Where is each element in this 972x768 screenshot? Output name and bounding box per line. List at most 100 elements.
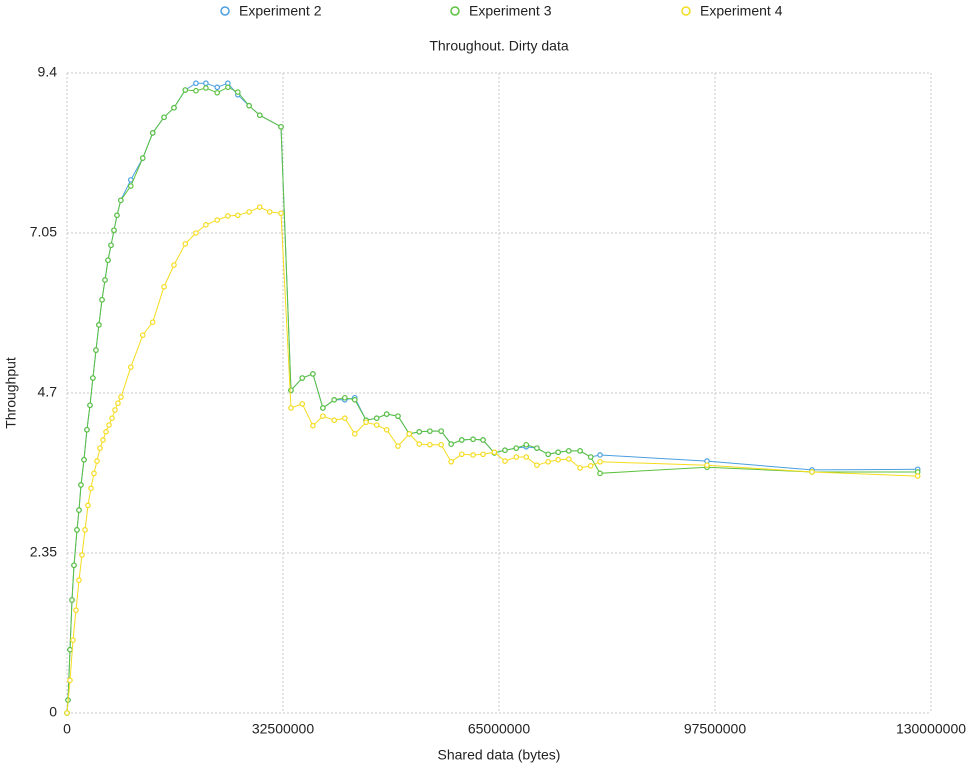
y-axis-label: Throughput <box>3 357 19 429</box>
data-point <box>809 469 815 475</box>
data-point <box>203 80 209 87</box>
data-point <box>448 458 454 465</box>
data-point <box>513 445 520 451</box>
data-point <box>76 577 82 584</box>
data-point <box>597 458 603 465</box>
data-point <box>81 456 87 463</box>
data-point <box>597 470 603 477</box>
y-tick-label: 2.35 <box>30 544 57 560</box>
y-tick-label: 7.05 <box>30 224 57 240</box>
data-point <box>85 502 91 509</box>
data-point <box>100 437 106 443</box>
series-line <box>66 86 918 714</box>
legend-label: Experiment 3 <box>469 3 552 19</box>
data-point <box>565 456 572 462</box>
data-point <box>458 437 465 443</box>
data-point <box>310 422 316 429</box>
data-point <box>416 429 423 435</box>
data-point <box>555 449 561 456</box>
data-point <box>480 451 486 458</box>
data-point <box>416 441 423 447</box>
data-point <box>438 441 444 448</box>
data-point <box>363 419 369 426</box>
data-point <box>91 470 97 477</box>
data-point <box>82 527 88 533</box>
data-point <box>70 637 76 643</box>
data-point <box>256 112 263 119</box>
data-point <box>108 242 114 249</box>
data-point <box>139 155 146 161</box>
data-point <box>73 607 79 613</box>
data-point <box>109 415 115 421</box>
data-point <box>470 436 476 443</box>
series-line <box>66 206 918 714</box>
data-point <box>93 347 99 353</box>
data-point <box>383 411 390 417</box>
data-point <box>288 387 294 394</box>
data-point <box>94 458 100 464</box>
legend-label: Experiment 2 <box>239 3 322 19</box>
data-point <box>115 400 121 407</box>
data-point <box>118 197 124 204</box>
data-point <box>171 262 177 268</box>
data-point <box>118 394 124 400</box>
data-point <box>351 397 358 403</box>
data-point <box>76 507 82 513</box>
data-point <box>67 646 73 653</box>
data-point <box>74 527 80 533</box>
data-point <box>78 482 84 488</box>
data-point <box>256 204 263 210</box>
data-point <box>105 257 111 264</box>
legend-marker <box>450 6 460 16</box>
data-point <box>320 413 326 419</box>
data-point <box>427 428 433 434</box>
x-tick-label: 130000000 <box>896 721 966 737</box>
data-point <box>565 448 572 454</box>
data-point <box>502 458 508 464</box>
data-point <box>246 102 252 109</box>
data-point <box>139 332 146 338</box>
data-point <box>96 322 102 328</box>
data-point <box>342 415 348 421</box>
data-point <box>182 87 189 93</box>
data-point <box>534 445 540 451</box>
data-point <box>235 212 241 219</box>
data-point <box>545 458 551 465</box>
data-point <box>111 227 117 234</box>
data-point <box>320 405 326 411</box>
data-point <box>395 443 401 449</box>
data-point <box>106 422 112 428</box>
data-point <box>87 402 93 409</box>
data-point <box>351 431 358 437</box>
chart-title: Throughout. Dirty data <box>429 38 569 54</box>
data-point <box>225 84 231 91</box>
data-point <box>161 114 167 121</box>
data-point <box>577 448 583 454</box>
data-point <box>193 230 199 236</box>
data-point <box>577 465 583 471</box>
data-point <box>84 426 90 433</box>
data-point <box>395 413 401 419</box>
data-point <box>299 375 306 381</box>
y-tick-label: 0 <box>49 704 57 720</box>
data-point <box>97 445 103 451</box>
data-point <box>161 283 167 290</box>
x-tick-label: 65000000 <box>468 721 531 737</box>
data-point <box>480 437 486 443</box>
data-point <box>214 84 221 91</box>
data-point <box>103 429 109 435</box>
data-point <box>114 212 120 219</box>
data-point <box>491 449 498 456</box>
data-point <box>203 85 209 91</box>
data-point <box>299 401 306 407</box>
x-tick-label: 32500000 <box>252 721 315 737</box>
data-point <box>534 462 540 468</box>
data-point <box>288 405 294 411</box>
data-point <box>342 394 348 401</box>
data-point <box>69 597 75 603</box>
data-point <box>246 209 252 215</box>
data-point <box>914 473 921 479</box>
data-point <box>235 89 241 95</box>
data-point <box>513 454 520 460</box>
